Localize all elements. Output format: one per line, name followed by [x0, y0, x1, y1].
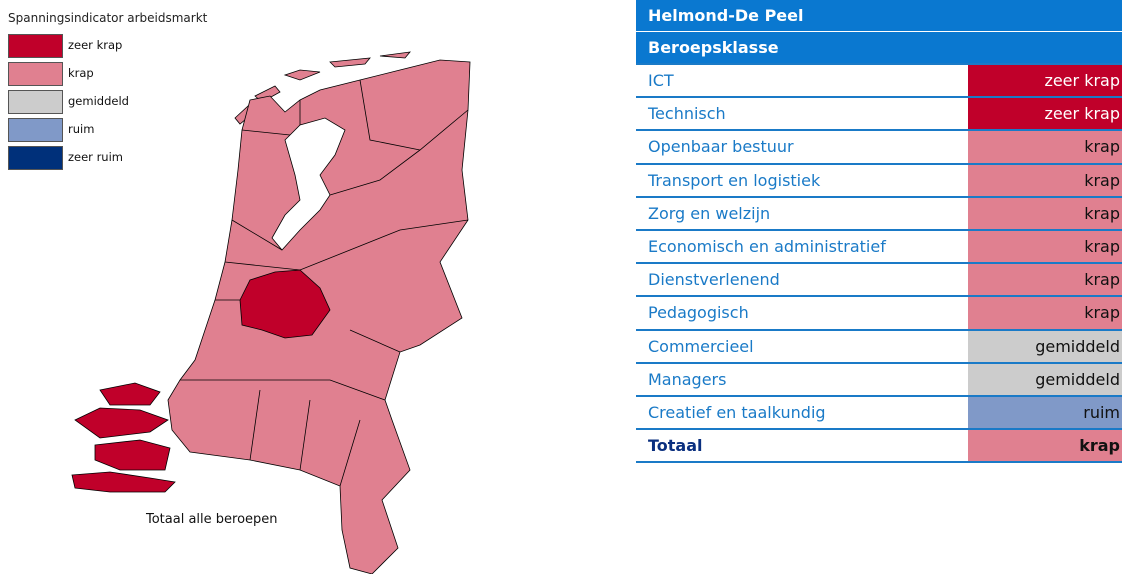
table-row: Managers gemiddeld — [636, 363, 1122, 397]
legend-label: gemiddeld — [68, 94, 129, 108]
row-status: zeer krap — [968, 65, 1122, 97]
table-row: Transport en logistiek krap — [636, 164, 1122, 198]
row-status: krap — [968, 131, 1122, 163]
legend-swatch — [8, 118, 63, 142]
table-row: Creatief en taalkundig ruim — [636, 396, 1122, 431]
row-status: krap — [968, 197, 1122, 229]
legend-item: krap — [8, 62, 208, 86]
row-status: krap — [968, 297, 1122, 329]
row-name: Transport en logistiek — [648, 170, 821, 190]
table: Helmond-De Peel Beroepsklasse ICT zeer kr… — [636, 0, 1122, 464]
table-row: Totaal krap — [636, 430, 1122, 464]
legend-item: zeer krap — [8, 34, 208, 58]
legend-swatch — [8, 90, 63, 114]
row-name: Technisch — [648, 104, 726, 124]
legend-item: ruim — [8, 118, 208, 142]
legend-item: zeer ruim — [8, 146, 208, 170]
row-status: krap — [968, 164, 1122, 196]
row-status: gemiddeld — [968, 363, 1122, 395]
row-status: krap — [968, 264, 1122, 296]
row-name: Commercieel — [648, 336, 754, 356]
legend-label: zeer ruim — [68, 150, 123, 164]
row-name: Zorg en welzijn — [648, 203, 771, 223]
row-name: Pedagogisch — [648, 303, 749, 323]
row-name: Openbaar bestuur — [648, 137, 794, 157]
row-status: zeer krap — [968, 98, 1122, 130]
map-caption: Totaal alle beroepen — [146, 512, 278, 527]
row-status: ruim — [968, 396, 1122, 429]
table-row: ICT zeer krap — [636, 65, 1122, 99]
table-region: Helmond-De Peel — [636, 0, 1122, 31]
row-status: krap — [968, 230, 1122, 263]
legend-label: ruim — [68, 122, 95, 136]
table-row: Technisch zeer krap — [636, 98, 1122, 132]
row-name: Economisch en administratief — [648, 236, 886, 256]
table-row: Economisch en administratief krap — [636, 230, 1122, 265]
table-row: Dienstverlenend krap — [636, 264, 1122, 298]
legend-swatch — [8, 146, 63, 170]
legend-label: zeer krap — [68, 38, 123, 52]
table-header: Beroepsklasse — [636, 32, 1122, 65]
table-row: Pedagogisch krap — [636, 297, 1122, 331]
table-body: ICT zeer krap Technisch zeer krap Openbaar b… — [636, 65, 1122, 464]
row-status: gemiddeld — [968, 330, 1122, 362]
legend-label: krap — [68, 66, 94, 80]
map — [71, 51, 471, 574]
row-status: krap — [968, 430, 1122, 462]
row-name: Totaal — [648, 436, 703, 456]
row-name: Creatief en taalkundig — [648, 402, 826, 422]
legend-swatch — [8, 34, 63, 58]
table-row: Openbaar bestuur krap — [636, 131, 1122, 165]
legend-item: gemiddeld — [8, 90, 208, 114]
row-name: Dienstverlenend — [648, 270, 780, 290]
row-name: Managers — [648, 369, 727, 389]
table-row: Commercieel gemiddeld — [636, 330, 1122, 364]
table-row: Zorg en welzijn krap — [636, 197, 1122, 231]
legend-swatch — [8, 62, 63, 86]
row-name: ICT — [648, 71, 674, 90]
legend-title: Spanningsindicator arbeidsmarkt — [8, 11, 208, 25]
